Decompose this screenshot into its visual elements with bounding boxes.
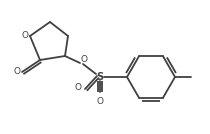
- Text: S: S: [96, 72, 104, 82]
- Text: O: O: [80, 55, 88, 64]
- Text: O: O: [13, 68, 21, 77]
- Text: O: O: [21, 31, 29, 40]
- Text: O: O: [75, 83, 81, 92]
- Text: O: O: [97, 96, 104, 105]
